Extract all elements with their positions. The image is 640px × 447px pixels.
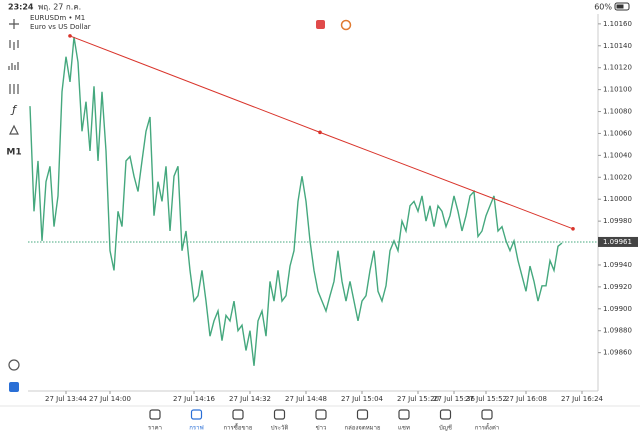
current-price-box bbox=[598, 236, 638, 247]
x-tick-label: 27 Jul 15:52 bbox=[465, 395, 507, 403]
nav-icon[interactable] bbox=[481, 409, 493, 420]
nav-label[interactable]: แชท bbox=[398, 425, 410, 432]
trendline-point bbox=[318, 130, 322, 135]
x-tick-label: 27 Jul 14:00 bbox=[89, 395, 131, 403]
nav-icon[interactable] bbox=[190, 409, 203, 420]
nav-label[interactable]: บัญชี bbox=[439, 424, 452, 432]
nav-icon[interactable] bbox=[356, 409, 369, 420]
y-tick-label: 1.10140 bbox=[603, 42, 632, 50]
nav-label[interactable]: การซื้อขาย bbox=[224, 422, 253, 432]
timeframe[interactable]: M1 bbox=[6, 148, 21, 158]
buy-button[interactable] bbox=[340, 19, 352, 31]
trendline-point bbox=[571, 227, 575, 231]
y-tick-label: 1.09880 bbox=[603, 327, 632, 335]
crosshair-tool[interactable] bbox=[9, 19, 19, 29]
indicator-tool[interactable] bbox=[8, 62, 19, 70]
x-tick-label: 27 Jul 14:16 bbox=[173, 395, 216, 403]
nav-label[interactable]: ประวัติ bbox=[271, 425, 289, 432]
battery-icon bbox=[614, 2, 630, 11]
trendline-point bbox=[68, 34, 72, 38]
nav-label[interactable]: ข่าว bbox=[316, 425, 327, 432]
function-tool[interactable]: ƒ bbox=[10, 103, 18, 116]
history-tool[interactable] bbox=[8, 359, 20, 371]
object-tool[interactable] bbox=[9, 124, 19, 135]
x-tick-label: 27 Jul 15:04 bbox=[341, 395, 384, 403]
left-toolbar: ƒ M1 bbox=[6, 19, 22, 392]
y-tick-label: 1.09900 bbox=[603, 305, 632, 313]
y-tick-label: 1.09980 bbox=[603, 217, 632, 225]
x-tick-label: 27 Jul 14:48 bbox=[285, 395, 327, 403]
nav-label[interactable]: ราคา bbox=[148, 425, 162, 432]
chart-subtitle: Euro vs US Dollar bbox=[30, 23, 91, 31]
nav-icon[interactable] bbox=[398, 409, 410, 420]
y-tick-label: 1.10060 bbox=[603, 129, 632, 137]
price-line bbox=[29, 36, 563, 366]
y-tick-label: 1.09920 bbox=[603, 283, 632, 291]
nav-label[interactable]: กราฟ bbox=[189, 425, 203, 432]
status-time: 23:24 bbox=[8, 3, 34, 12]
nav-icon[interactable] bbox=[149, 409, 161, 420]
status-battery: 60% bbox=[594, 3, 612, 12]
one-click-tool[interactable] bbox=[9, 382, 19, 392]
x-tick-label: 27 Jul 14:32 bbox=[229, 395, 271, 403]
chart-title: EURUSDm • M1 bbox=[30, 14, 85, 22]
x-tick-label: 27 Jul 15:20 bbox=[397, 395, 439, 403]
x-tick-label: 27 Jul 15:36 bbox=[433, 395, 476, 403]
nav-label[interactable]: การตั้งค่า bbox=[475, 422, 499, 432]
y-tick-label: 1.10100 bbox=[603, 86, 632, 94]
y-tick-label: 1.10040 bbox=[603, 151, 632, 159]
x-tick-label: 27 Jul 16:08 bbox=[505, 395, 547, 403]
current-price-label: 1.09961 bbox=[603, 238, 632, 246]
x-tick-label: 27 Jul 13:44 bbox=[45, 395, 88, 403]
nav-icon[interactable] bbox=[232, 409, 244, 420]
status-date: พฤ. 27 ก.ค. bbox=[38, 3, 81, 12]
y-tick-label: 1.09940 bbox=[603, 261, 632, 269]
y-tick-label: 1.10020 bbox=[603, 173, 632, 181]
y-tick-label: 1.10120 bbox=[603, 64, 632, 72]
y-tick-label: 1.10000 bbox=[603, 195, 632, 203]
nav-label[interactable]: กล่องจดหมาย bbox=[344, 425, 380, 432]
chart-type-tool[interactable] bbox=[9, 40, 19, 50]
nav-icon[interactable] bbox=[439, 409, 452, 420]
y-tick-label: 1.09860 bbox=[603, 349, 632, 357]
y-tick-label: 1.10160 bbox=[603, 20, 632, 28]
x-tick-label: 27 Jul 16:24 bbox=[561, 395, 604, 403]
nav-icon[interactable] bbox=[273, 409, 286, 420]
nav-icon[interactable] bbox=[315, 409, 327, 420]
sell-button[interactable] bbox=[316, 20, 325, 29]
y-tick-label: 1.10080 bbox=[603, 108, 632, 116]
settings-tool[interactable] bbox=[9, 84, 19, 94]
battery-level bbox=[616, 4, 624, 9]
